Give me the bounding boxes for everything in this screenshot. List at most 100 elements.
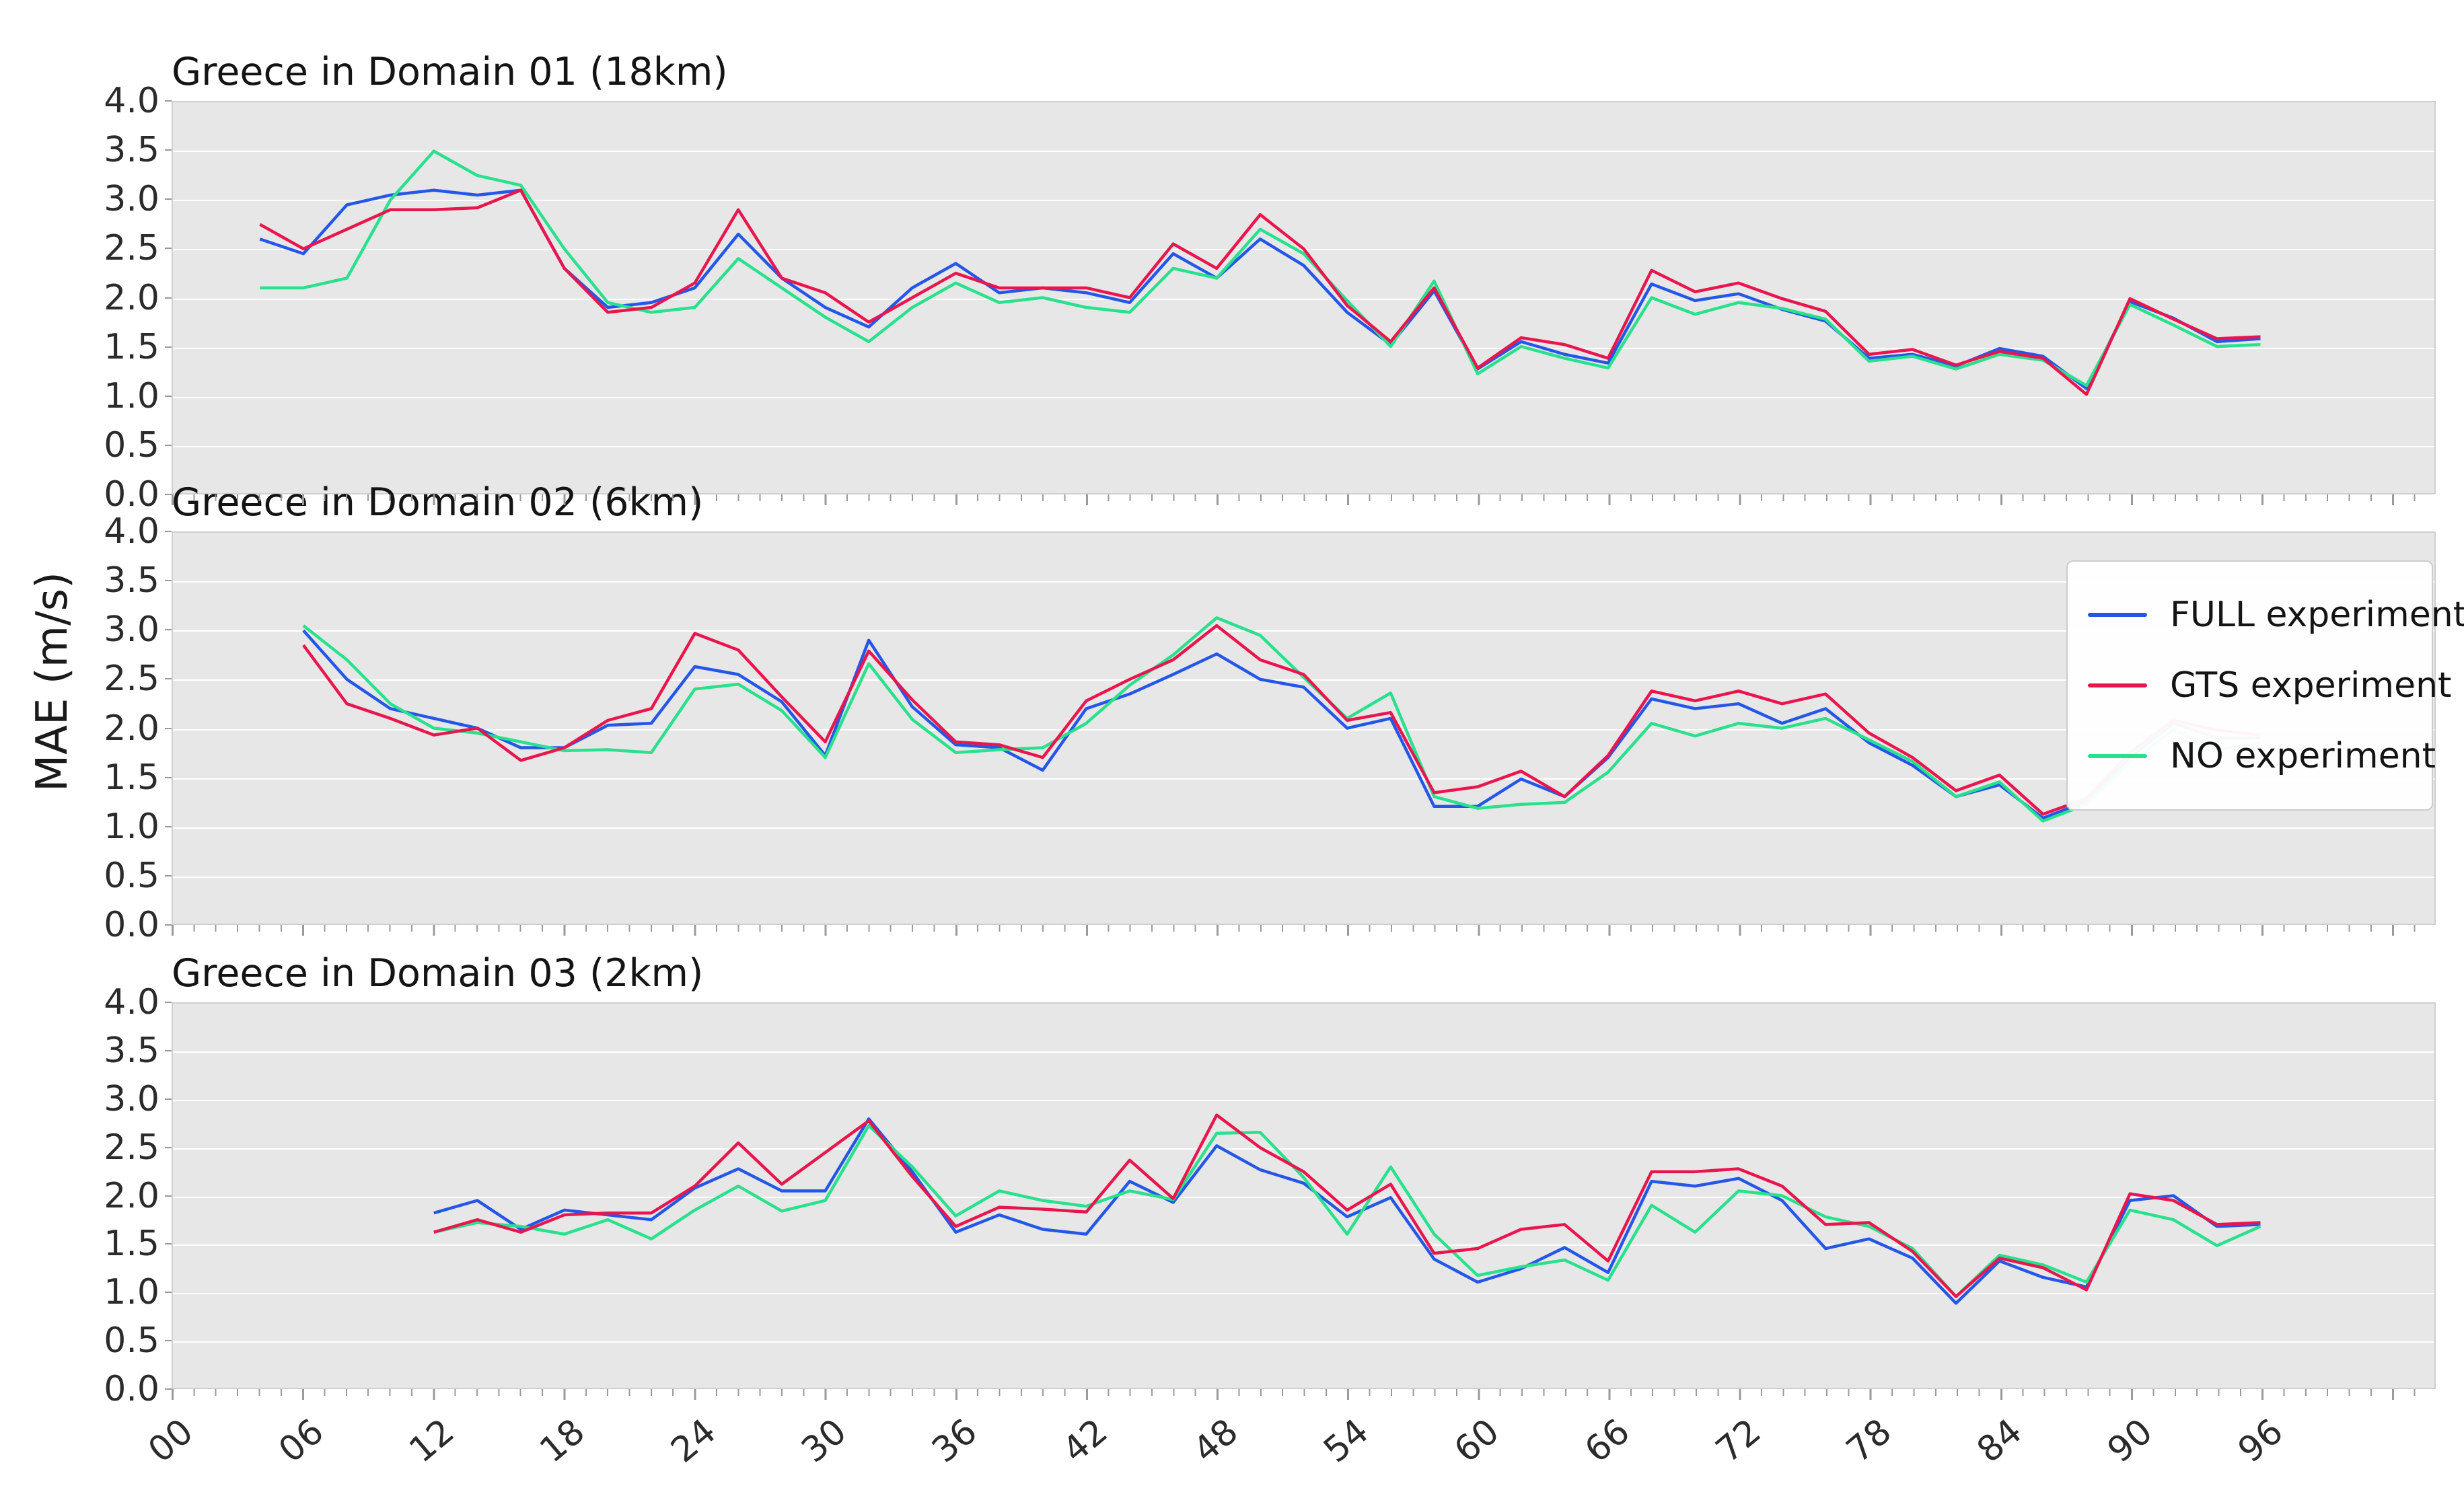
line-gts-experiment: [434, 1115, 2261, 1297]
x-major-ticks: [172, 494, 2436, 505]
legend-label: GTS experiment: [2170, 665, 2452, 706]
y-tick-mark: [165, 1002, 172, 1003]
gridline-y-3.0: [173, 200, 2434, 202]
gridline-y-2.0: [173, 1196, 2434, 1198]
x-tick-label: 84: [1969, 1411, 2030, 1471]
y-tick-mark: [165, 874, 172, 877]
line-full-experiment: [260, 190, 2260, 389]
gridline-y-1.0: [173, 827, 2434, 829]
plot-area-domain-03: [172, 1002, 2436, 1389]
gridline-y-3.5: [173, 581, 2434, 583]
line-no-experiment: [303, 618, 2261, 821]
y-tick-label: 0.5: [104, 855, 159, 896]
y-tick-mark: [165, 727, 172, 729]
y-tick-label: 4.0: [104, 511, 159, 552]
gridline-y-2.0: [173, 729, 2434, 731]
line-full-experiment: [303, 630, 2261, 818]
y-tick-mark: [165, 1146, 172, 1148]
y-tick-mark: [165, 776, 172, 778]
x-tick-label: 18: [532, 1411, 593, 1471]
y-tick-mark: [165, 1243, 172, 1245]
y-axis-title: MAE (m/s): [28, 572, 77, 792]
gridline-y-1.5: [173, 347, 2434, 349]
y-tick-label: 3.0: [104, 609, 159, 650]
y-tick-label: 2.0: [104, 277, 159, 318]
y-tick-label: 1.0: [104, 1272, 159, 1313]
y-tick-mark: [165, 1340, 172, 1342]
gridline-y-3.5: [173, 151, 2434, 153]
gridline-y-0.5: [173, 445, 2434, 447]
x-tick-label: 78: [1839, 1411, 1899, 1471]
y-tick-label: 2.5: [104, 228, 159, 269]
y-tick-mark: [165, 395, 172, 397]
gridline-y-2.5: [173, 679, 2434, 681]
y-tick-mark: [165, 580, 172, 582]
gridline-y-1.0: [173, 1293, 2434, 1295]
y-tick-label: 0.0: [104, 1369, 159, 1409]
y-tick-mark: [165, 248, 172, 250]
y-tick-label: 1.0: [104, 375, 159, 416]
legend-item-full: FULL experiment: [2088, 579, 2464, 650]
gridline-y-2.5: [173, 1148, 2434, 1150]
y-tick-label: 1.5: [104, 757, 159, 798]
y-tick-mark: [165, 629, 172, 631]
legend-label: FULL experiment: [2170, 594, 2464, 635]
y-tick-label: 2.0: [104, 1175, 159, 1216]
y-tick-mark: [165, 100, 172, 102]
y-tick-label: 2.0: [104, 708, 159, 749]
legend: FULL experiment GTS experiment NO experi…: [2066, 560, 2464, 811]
line-gts-experiment: [260, 190, 2260, 395]
x-tick-label: 24: [663, 1411, 724, 1471]
y-tick-mark: [165, 1195, 172, 1197]
x-tick-label: 06: [271, 1411, 332, 1471]
gridline-y-2.0: [173, 298, 2434, 300]
x-tick-label: 42: [1055, 1411, 1116, 1471]
x-tick-label: 54: [1316, 1411, 1377, 1471]
chart-title-domain-03: Greece in Domain 03 (2km): [172, 951, 704, 996]
x-tick-label: 66: [1577, 1411, 1638, 1471]
x-tick-label: 12: [402, 1411, 462, 1471]
y-tick-mark: [165, 297, 172, 299]
x-tick-label: 48: [1186, 1411, 1246, 1471]
x-tick-label: 72: [1708, 1411, 1769, 1471]
y-tick-mark: [165, 198, 172, 200]
y-tick-mark: [165, 494, 172, 495]
chart-title-domain-01: Greece in Domain 01 (18km): [172, 50, 728, 94]
y-tick-label: 2.5: [104, 1127, 159, 1168]
line-gts-experiment: [303, 626, 2261, 814]
gridline-y-3.0: [173, 1099, 2434, 1101]
y-tick-mark: [165, 678, 172, 680]
legend-item-gts: GTS experiment: [2088, 650, 2451, 720]
y-tick-label: 3.5: [104, 130, 159, 171]
y-tick-mark: [165, 531, 172, 532]
x-tick-label: 96: [2231, 1411, 2291, 1471]
legend-label: NO experiment: [2170, 736, 2436, 777]
y-tick-mark: [165, 149, 172, 151]
gridline-y-1.5: [173, 1244, 2434, 1246]
gridline-y-3.5: [173, 1051, 2434, 1053]
y-tick-label: 4.0: [104, 81, 159, 121]
y-tick-label: 3.0: [104, 179, 159, 220]
plot-area-domain-01: [172, 101, 2436, 494]
gridline-y-1.0: [173, 396, 2434, 398]
y-tick-label: 0.5: [104, 424, 159, 465]
x-tick-label: 00: [141, 1411, 201, 1471]
y-tick-label: 4.0: [104, 982, 159, 1022]
y-tick-label: 0.0: [104, 905, 159, 945]
gridline-y-0.5: [173, 876, 2434, 878]
gridline-y-0.5: [173, 1341, 2434, 1343]
gridline-y-3.0: [173, 630, 2434, 632]
y-tick-mark: [165, 1292, 172, 1294]
y-tick-mark: [165, 1098, 172, 1100]
y-tick-label: 3.0: [104, 1078, 159, 1119]
x-tick-label: 30: [793, 1411, 855, 1471]
y-tick-mark: [165, 1388, 172, 1390]
y-tick-mark: [165, 924, 172, 926]
y-tick-label: 1.5: [104, 326, 159, 367]
y-tick-label: 2.5: [104, 659, 159, 700]
x-tick-label: 36: [925, 1411, 985, 1471]
x-major-ticks: [172, 925, 2436, 936]
y-tick-mark: [165, 1049, 172, 1051]
no-experiment-line-swatch: [2088, 754, 2147, 759]
y-tick-label: 3.5: [104, 560, 159, 601]
